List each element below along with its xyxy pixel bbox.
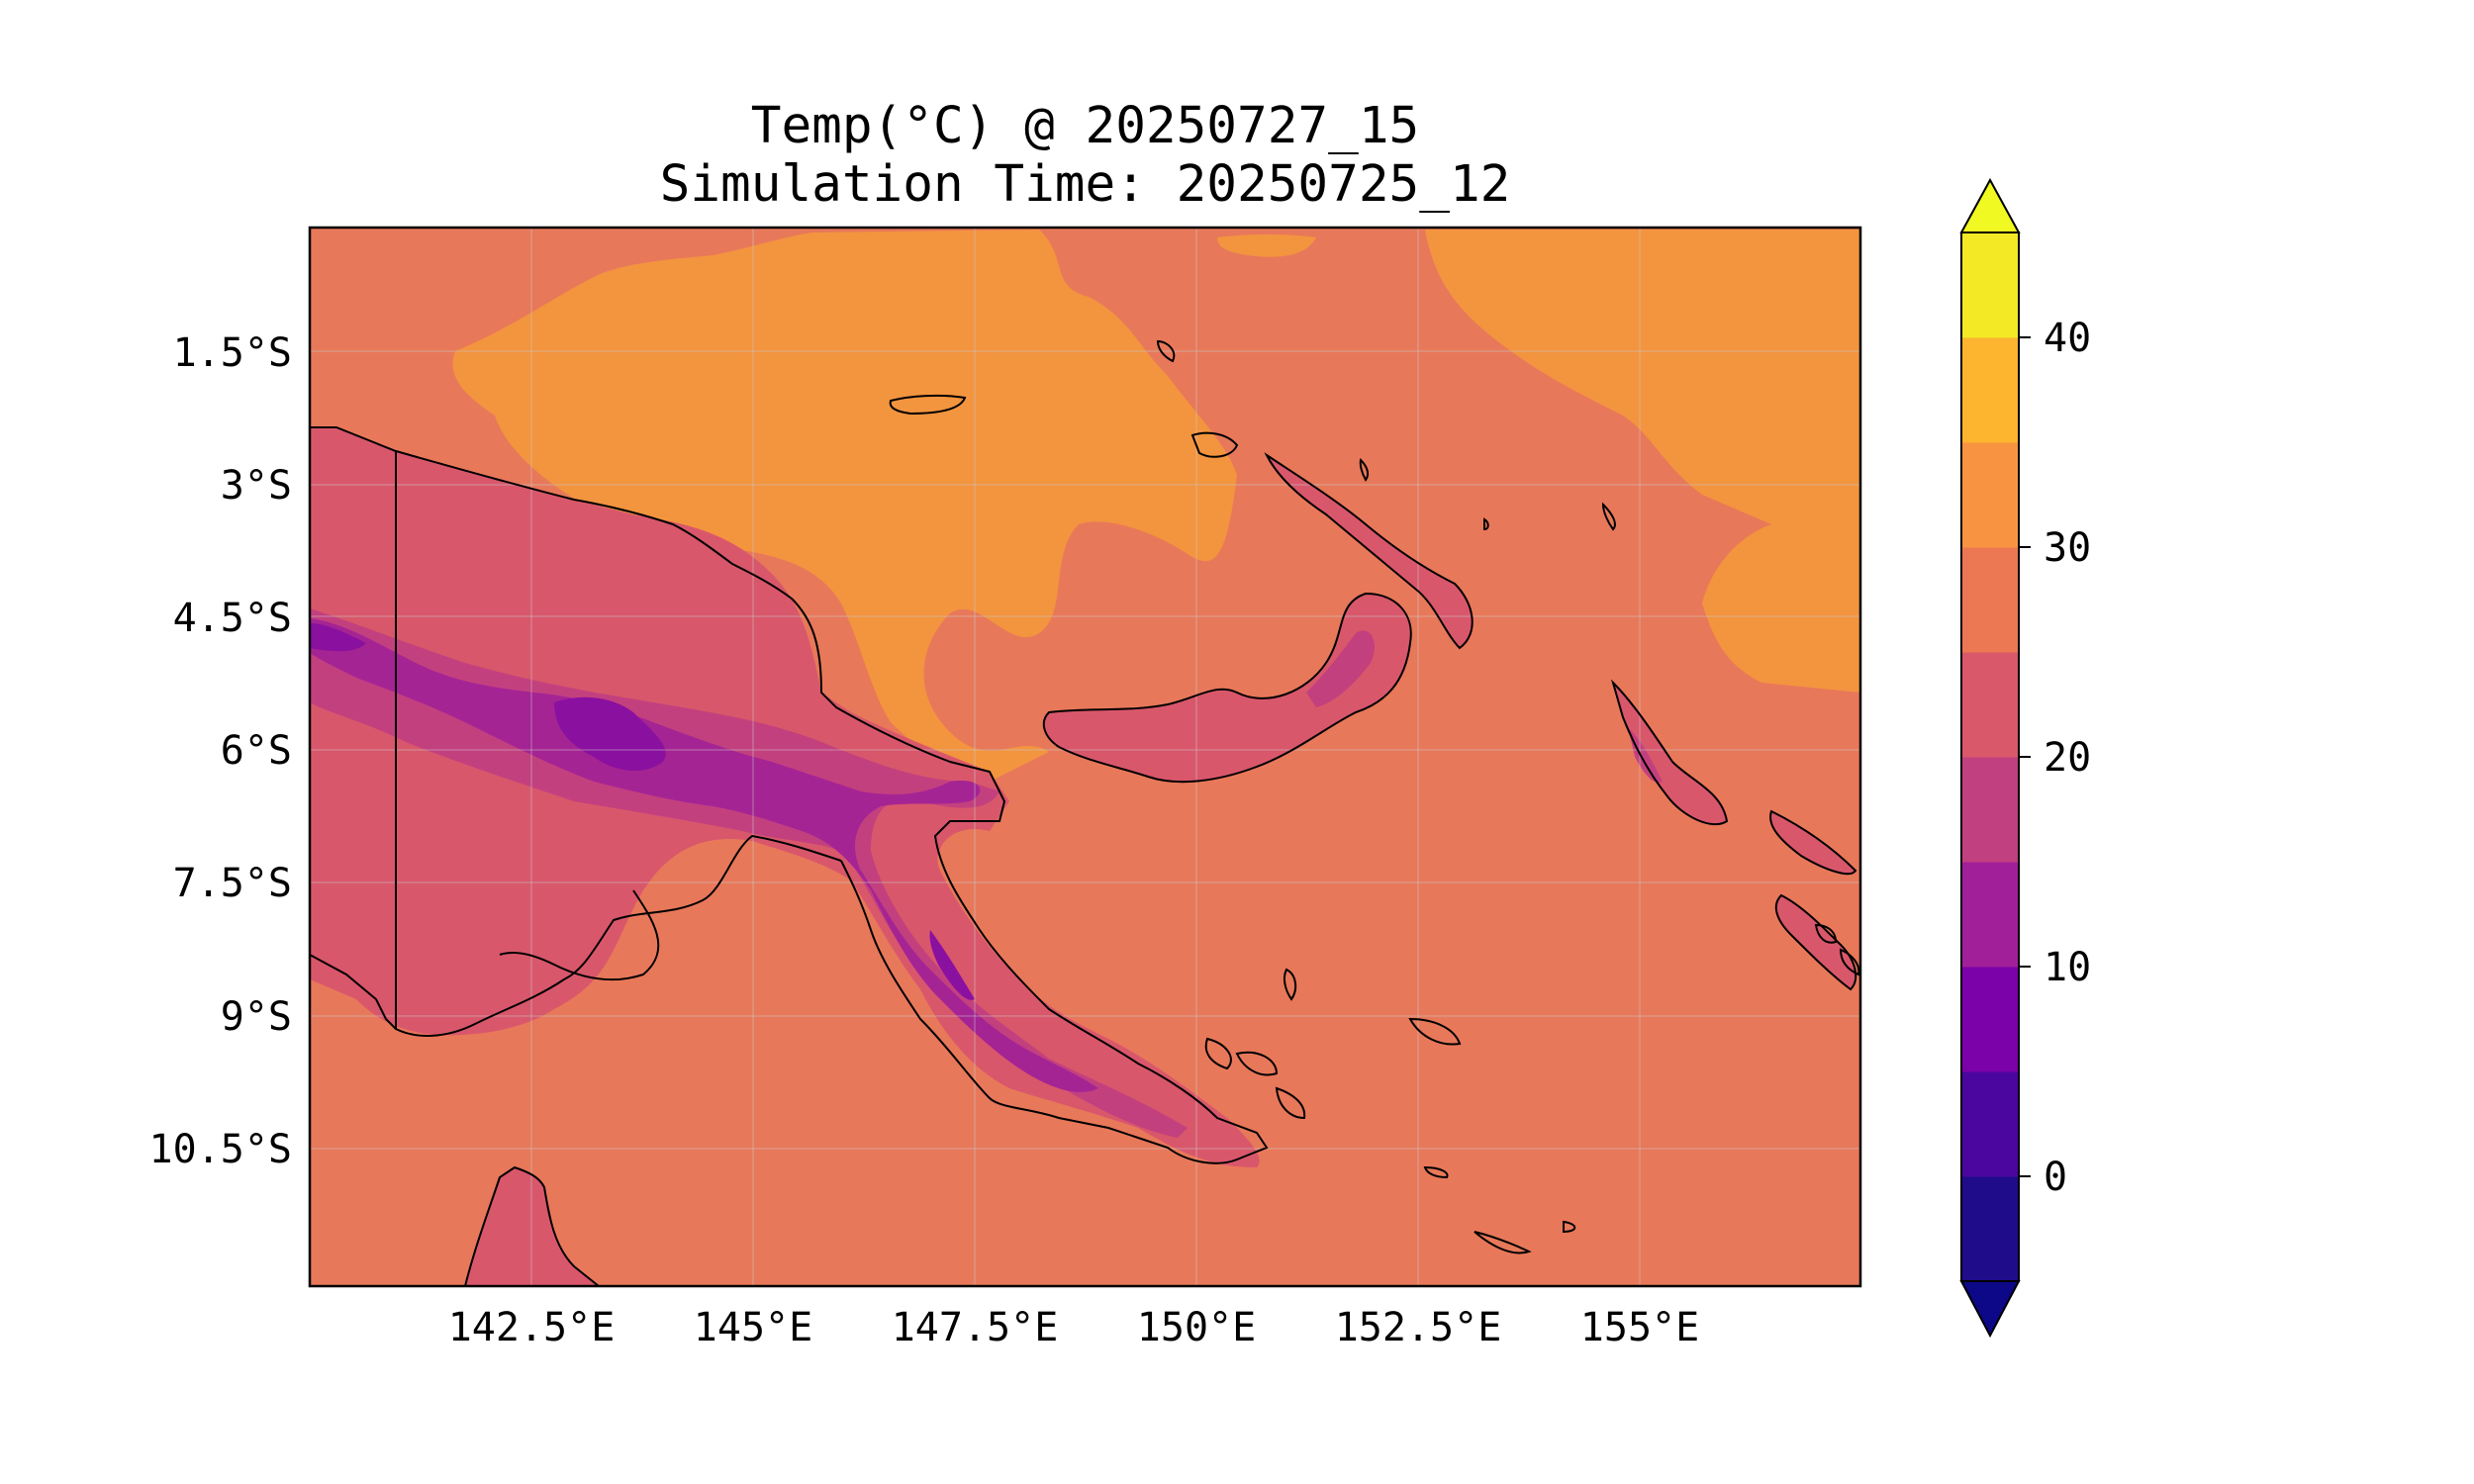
temp-band-15-20-bougainville (1628, 727, 1663, 783)
coastline-new-hanover (1190, 431, 1239, 458)
colorbar-tick-label: 0 (2044, 1155, 2067, 1200)
temp-band-30-35-north (452, 230, 1238, 782)
colorbar-swatch (1961, 862, 2019, 968)
lon-tick-label: 145°E (694, 1305, 812, 1350)
colorbar-swatch (1961, 1071, 2019, 1177)
coastlines (310, 339, 1860, 1286)
map-frame (308, 226, 1862, 1288)
coastline-new-britain (1042, 592, 1412, 784)
lon-tick-label: 147.5°E (892, 1305, 1059, 1350)
colorbar-tick-label: 20 (2044, 735, 2091, 781)
lon-tick-label: 150°E (1137, 1305, 1256, 1350)
lon-tick-label: 152.5°E (1335, 1305, 1502, 1350)
lon-tick-labels: 142.5°E 145°E 147.5°E 150°E 152.5°E 155°… (448, 1305, 1700, 1350)
lat-tick-label: 1.5°S (173, 330, 292, 376)
lon-tick-label: 155°E (1580, 1305, 1699, 1350)
lon-tick-label: 142.5°E (448, 1305, 616, 1350)
temp-band-20-25-new-britain (1043, 594, 1411, 783)
lat-tick-label: 4.5°S (173, 596, 292, 641)
coastline-new-guinea-north (310, 426, 1269, 1164)
colorbar-swatch (1961, 652, 2019, 758)
colorbar-swatch (1961, 442, 2019, 548)
coastline-choiseul (1769, 809, 1857, 876)
colorbar-swatch (1961, 232, 2019, 338)
colorbar-ticks (2019, 336, 2031, 1177)
lat-tick-labels: 1.5°S 3°S 4.5°S 6°S 7.5°S 9°S 10.5°S (149, 330, 293, 1172)
map-gridlines (310, 228, 1860, 1286)
lat-tick-label: 6°S (221, 728, 292, 774)
temp-band-5-10-core (554, 696, 666, 772)
coastline-small-islands-north (1156, 339, 1616, 1234)
temp-band-30-35-east (1425, 230, 1860, 693)
temp-band-20-25-choiseul (1770, 811, 1856, 875)
temp-band-20-25-santa-isabel (1775, 895, 1856, 989)
coastline-trobriand (1283, 968, 1297, 1001)
map-title-line2: Simulation Time: 20250725_12 (659, 155, 1511, 214)
lat-tick-label: 7.5°S (173, 861, 292, 906)
colorbar-tick-label: 30 (2044, 525, 2091, 571)
coastline-bougainville (1610, 679, 1729, 826)
colorbar-tick-label: 40 (2044, 316, 2091, 361)
temp-band-5-10-west (310, 623, 366, 652)
coastline-louisiade (1423, 1165, 1532, 1254)
temp-band-20-25-new-ireland (1267, 455, 1473, 648)
lat-tick-label: 9°S (221, 994, 292, 1040)
coastline-new-guinea-south (310, 834, 842, 1037)
colorbar-extend-over (1959, 177, 2021, 233)
lat-tick-label: 10.5°S (149, 1127, 293, 1172)
colorbar-extend-under (1959, 1280, 2021, 1339)
map-title-line1: Temp(°C) @ 20250727_15 (750, 97, 1420, 155)
colorbar-swatch (1961, 967, 2019, 1072)
coastline-cape-york (464, 1165, 600, 1286)
colorbar-swatch (1961, 547, 2019, 653)
coastline-woodlark (1408, 1017, 1462, 1046)
temp-band-5-10-south (929, 930, 975, 1000)
colorbar-swatch (1961, 757, 2019, 863)
coastline-solomons-east (1814, 923, 1860, 976)
temp-band-30-35-patch (1217, 234, 1316, 257)
colorbar-tick-label: 10 (2044, 945, 2091, 990)
coastline-new-ireland (1264, 452, 1474, 650)
colorbar-swatch (1961, 1176, 2019, 1282)
colorbar-swatches (1961, 232, 2019, 1282)
temp-band-10-15-mainland (310, 618, 1098, 1092)
temp-band-15-20-new-britain (1306, 630, 1376, 707)
colorbar-swatch (1961, 337, 2019, 443)
lat-tick-label: 3°S (221, 463, 292, 509)
coastline-dentrecasteaux (1204, 1037, 1306, 1120)
coastline-manus (889, 394, 967, 416)
colorbar: 40 30 20 10 0 (1959, 177, 2091, 1339)
coastline-south-gulf (499, 889, 660, 981)
map-area (310, 228, 1860, 1286)
